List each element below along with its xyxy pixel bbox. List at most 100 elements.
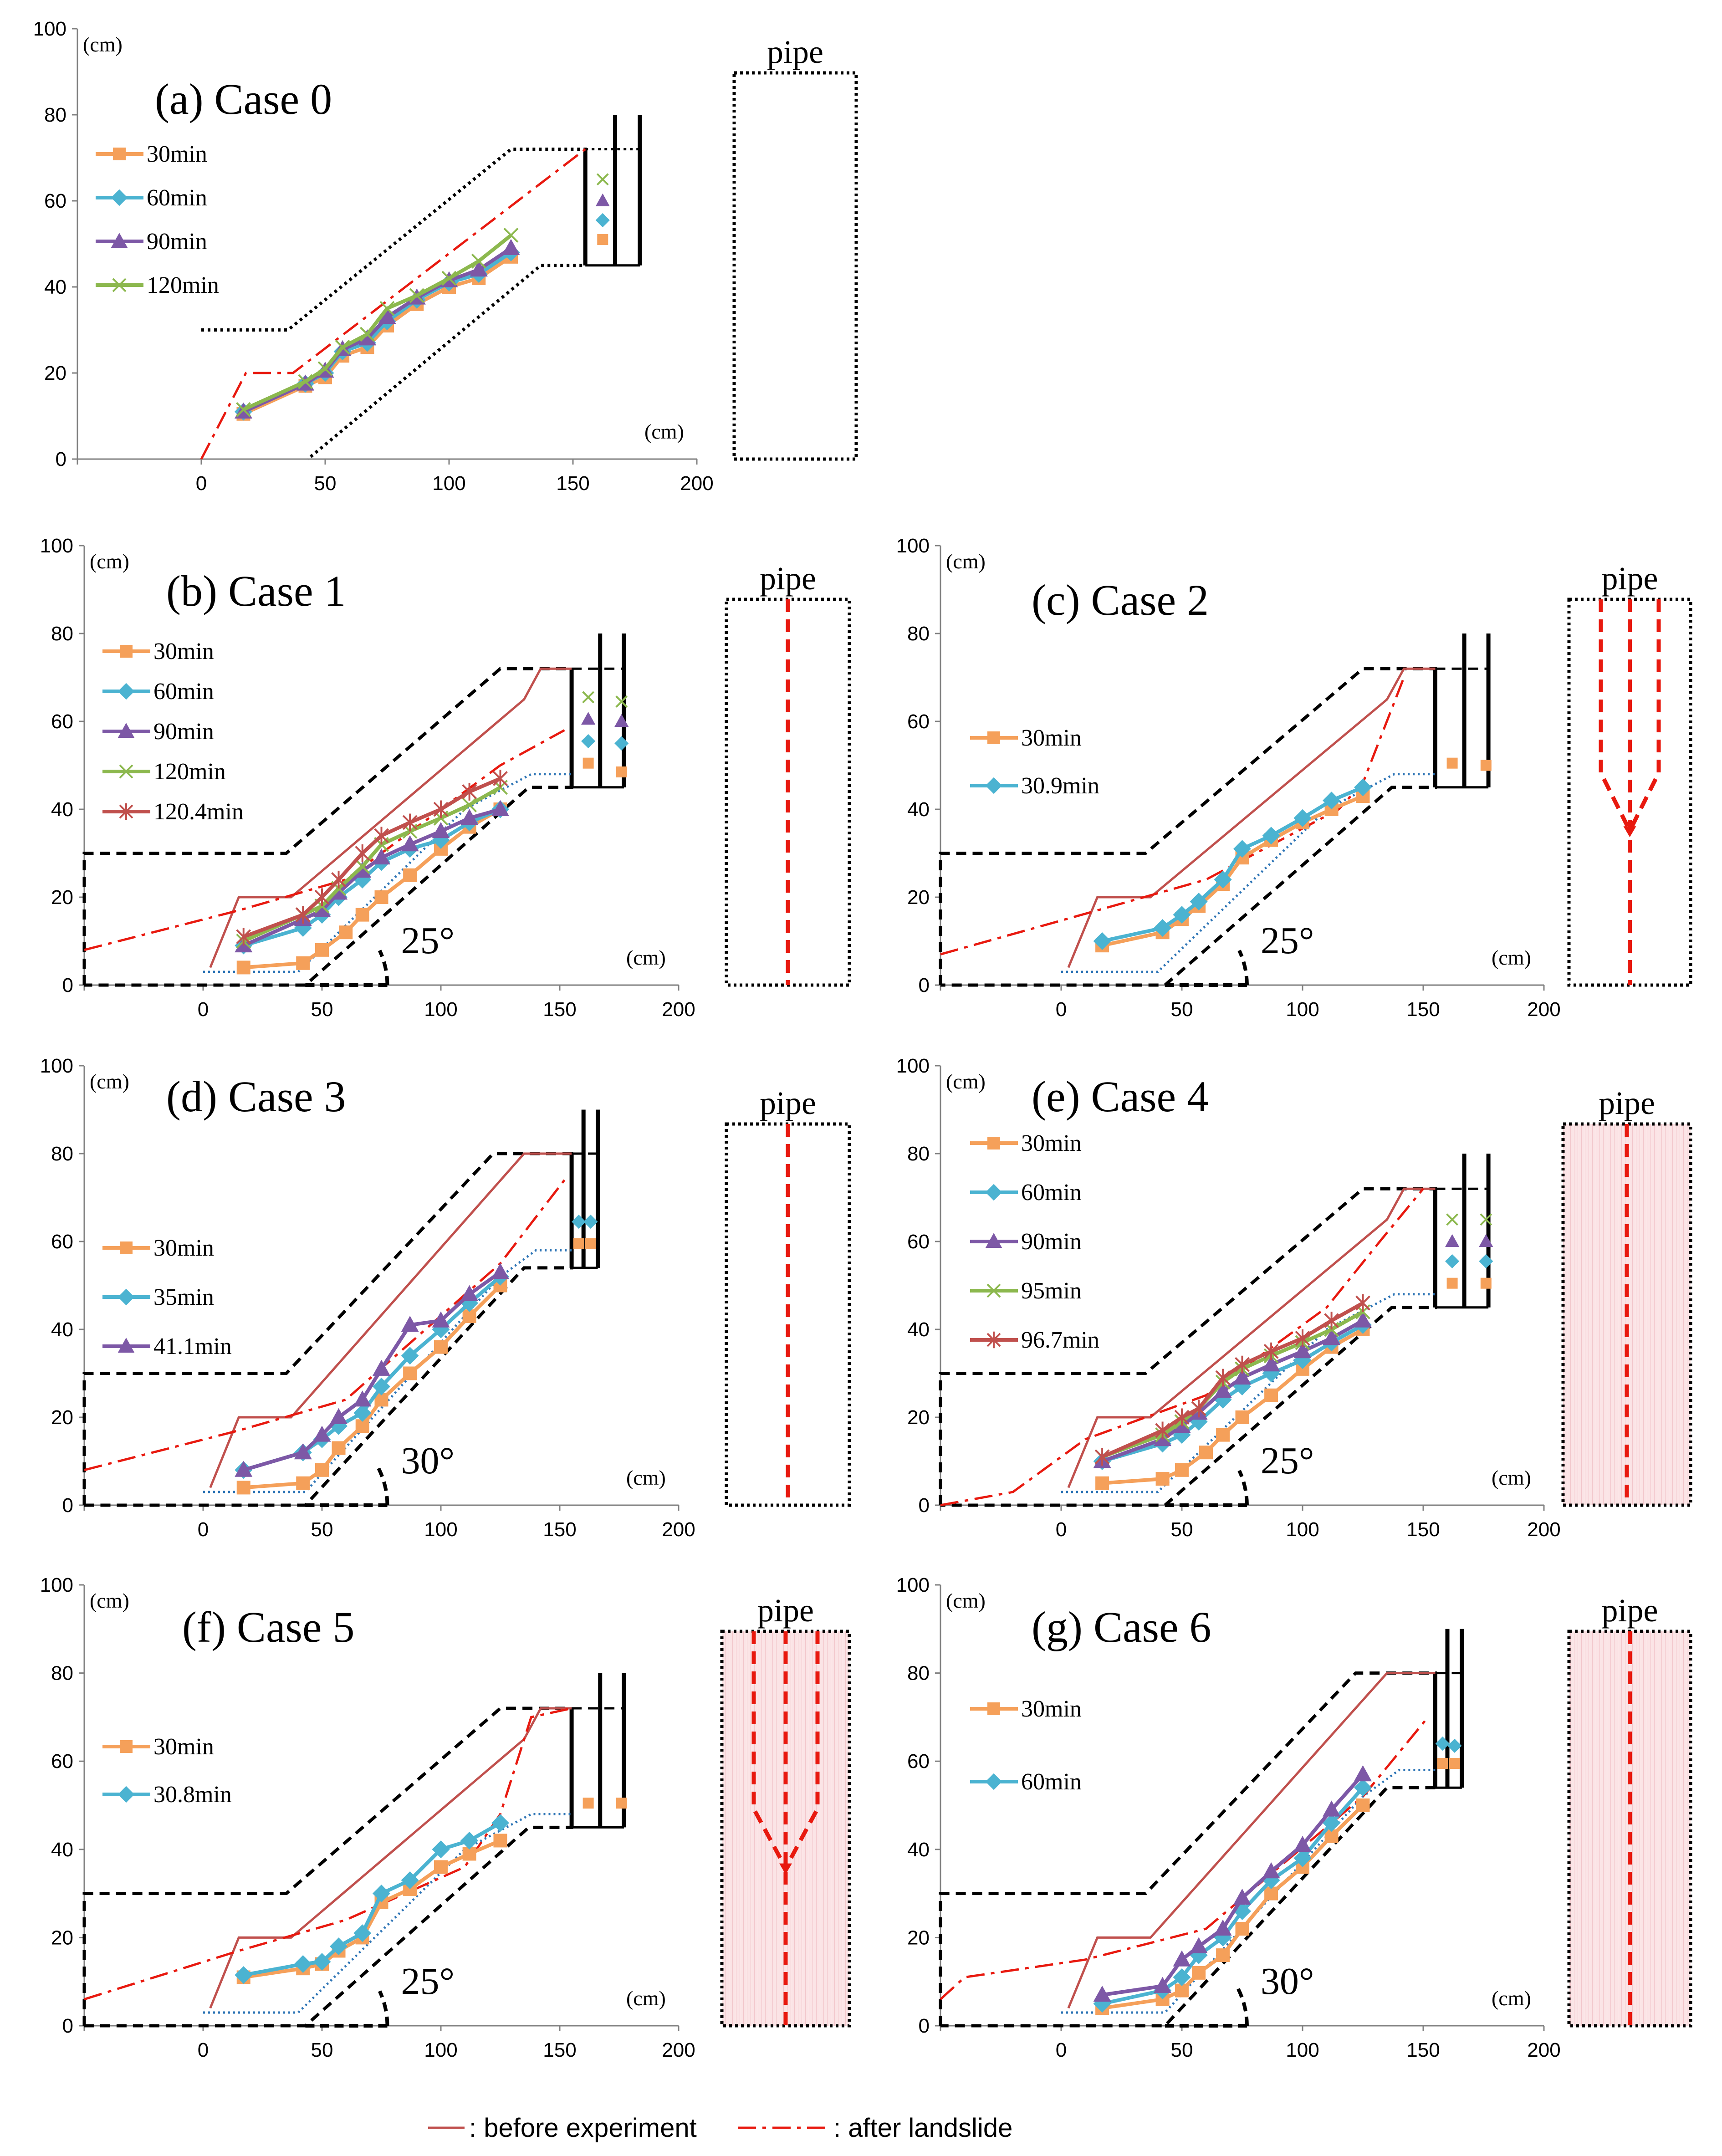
data-point [1174, 1408, 1190, 1426]
post-marker [1446, 1277, 1458, 1289]
series-line [243, 777, 501, 939]
data-point [236, 960, 250, 975]
data-point [1192, 1966, 1206, 1980]
y-unit-label: (cm) [83, 33, 123, 56]
data-point [1093, 1985, 1111, 2002]
data-point [294, 1443, 312, 1460]
pipe-box [732, 71, 858, 461]
y-tick-label: 40 [51, 798, 73, 821]
post-marker [573, 1238, 584, 1249]
data-point [1264, 1388, 1278, 1402]
y-unit-label: (cm) [946, 1589, 986, 1612]
data-point [315, 1463, 329, 1477]
data-point [1262, 1862, 1280, 1879]
x-tick-label: 150 [1406, 2039, 1440, 2061]
legend-label: 60min [1021, 1180, 1082, 1206]
post-marker [616, 1798, 627, 1809]
data-point [339, 925, 353, 940]
data-point [1355, 1294, 1370, 1312]
after-surface-line [200, 148, 586, 460]
y-tick-label: 80 [51, 623, 73, 645]
x-unit-label: (cm) [644, 420, 684, 443]
data-point [1175, 1463, 1189, 1477]
data-point [373, 1359, 390, 1376]
legend-marker [112, 278, 127, 292]
x-tick-label: 200 [662, 1518, 695, 1541]
slope-angle-label: 30° [401, 1440, 455, 1482]
data-point [1173, 906, 1191, 924]
x-tick-label: 50 [1171, 2039, 1193, 2061]
legend-item: 120.4min [102, 799, 244, 825]
data-point [235, 1966, 253, 1984]
data-point [1262, 827, 1280, 845]
x-tick-label: 50 [1171, 1518, 1193, 1541]
legend-marker [118, 1786, 135, 1803]
x-tick-label: 200 [1527, 998, 1560, 1021]
data-point [1354, 1778, 1372, 1797]
angle-arc [378, 950, 389, 986]
x-tick-label: 150 [1406, 1518, 1440, 1541]
data-point [1263, 1342, 1279, 1360]
post-marker [595, 193, 610, 206]
data-point [1233, 1889, 1251, 1905]
panel-3: 0 20 40 60 80 100 0 50 100 150 200 (cm) (cm) (d) Case… [40, 1055, 851, 1541]
angle-arc [1234, 1984, 1249, 2026]
data-point [432, 1840, 450, 1859]
slope-angle-label: 25° [401, 1960, 455, 2003]
after-surface-line [940, 1188, 1424, 1507]
data-point [471, 253, 486, 269]
legend-label: 30min [153, 1734, 214, 1760]
y-tick-label: 40 [51, 1839, 73, 1861]
y-tick-label: 0 [56, 448, 66, 470]
series-line [1102, 1773, 1364, 1997]
data-point [491, 800, 509, 816]
data-point [434, 1340, 448, 1354]
series-line [1101, 1301, 1364, 1459]
data-point [1235, 1355, 1250, 1374]
data-point [1356, 1798, 1370, 1812]
y-tick-label: 80 [51, 1143, 73, 1165]
post-marker [1479, 1234, 1493, 1247]
data-point [355, 908, 369, 922]
legend-item: 30min [970, 1696, 1082, 1722]
after-surface-line [84, 729, 565, 951]
legend-item: 30min [102, 1235, 214, 1261]
data-point [378, 307, 396, 324]
x-tick-label: 100 [432, 472, 465, 495]
y-tick-label: 0 [62, 1494, 73, 1517]
post-marker [1446, 757, 1458, 769]
data-point [1154, 919, 1172, 937]
data-point [1293, 809, 1312, 827]
post-marker [1437, 1758, 1448, 1769]
pipe-junction [779, 1863, 792, 1875]
data-point [462, 797, 477, 812]
legend-marker [119, 803, 133, 820]
pipe-branch-left [1599, 599, 1632, 832]
x-tick-label: 50 [311, 998, 333, 1021]
legend-label: 90min [153, 719, 214, 745]
data-point [317, 361, 333, 376]
legend-marker [118, 723, 135, 738]
series-line [242, 246, 512, 414]
data-point [358, 329, 376, 346]
legend-label: 120.4min [153, 799, 244, 825]
panel-5: 0 20 40 60 80 100 0 50 100 150 200 (cm) (cm) (f) Case… [40, 1574, 851, 2061]
legend-item: 96.7min [970, 1327, 1099, 1353]
legend-label: 95min [1021, 1278, 1082, 1304]
legend-marker [120, 1740, 133, 1753]
data-point [1199, 1446, 1213, 1460]
data-point [432, 822, 450, 838]
post-marker [597, 234, 608, 245]
data-point [1262, 1355, 1280, 1372]
legend-item: 90min [102, 719, 214, 745]
y-tick-label: 80 [907, 623, 930, 645]
x-tick-label: 0 [198, 998, 209, 1021]
data-point [432, 1311, 450, 1328]
y-tick-label: 100 [40, 1574, 73, 1596]
data-point [296, 1476, 310, 1490]
data-point [331, 870, 346, 889]
legend-label: 120min [147, 272, 219, 298]
before-surface-line [209, 1707, 572, 2009]
legend-marker [119, 764, 133, 779]
data-point [401, 835, 419, 852]
